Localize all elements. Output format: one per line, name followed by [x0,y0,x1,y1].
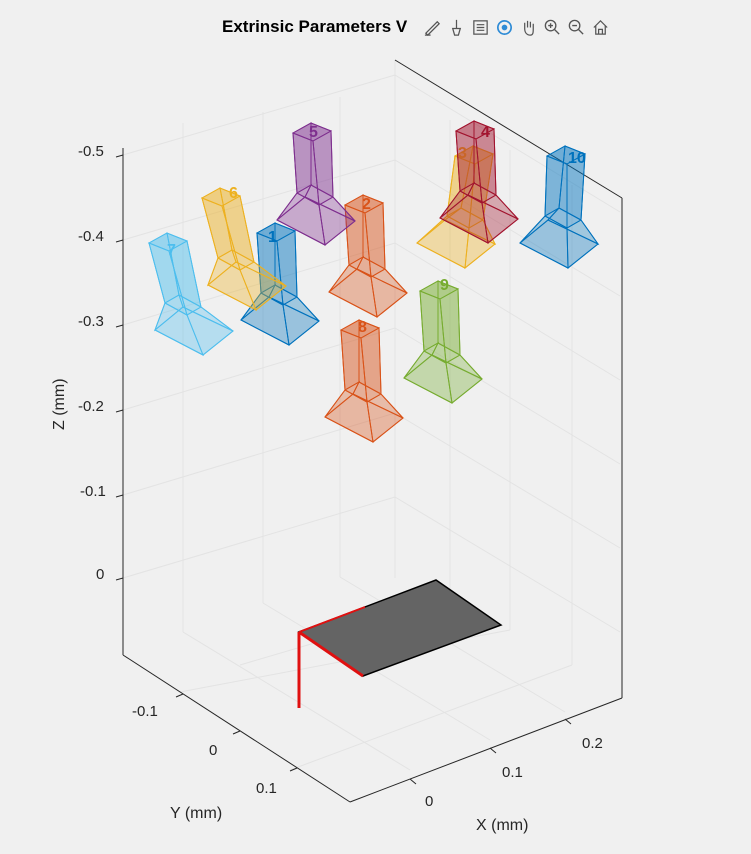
z-tick-label: 0 [96,566,104,583]
camera-group: 1 2 34 5 6 7 8 9 10 [147,120,600,443]
camera-body-top [418,280,460,300]
z-tick-label: -0.2 [78,398,104,415]
tick-marks [115,154,572,785]
camera-label: 6 [229,185,238,202]
camera-8: 8 [324,319,404,443]
camera-label: 5 [309,124,318,141]
y-axis-label: Y (mm) [170,805,222,822]
camera-label: 7 [167,242,176,259]
camera-label: 4 [481,124,490,141]
camera-body-top [545,145,587,165]
board-y-axis [298,606,366,633]
z-tick-label: -0.3 [78,313,104,330]
camera-2: 2 [328,194,408,318]
brush-icon[interactable] [446,16,467,38]
camera-body-top [343,194,385,214]
camera-4: 4 [439,120,519,244]
x-tick-label: 0.1 [502,764,523,781]
board-x-axis [298,630,364,678]
z-tick-label: -0.5 [78,143,104,160]
camera-9: 9 [403,277,483,404]
camera-body-top [200,187,242,207]
camera-label: 9 [440,277,449,294]
camera-body-top [291,122,333,142]
camera-label: 3 [458,145,467,162]
camera-body-top [454,120,496,140]
checkerboard-plane [297,579,503,677]
camera-5: 5 [276,122,356,246]
camera-3: 3 [416,145,497,270]
camera-body-top [339,319,381,339]
camera-10: 10 [519,145,600,270]
x-tick-label: 0.2 [582,735,603,752]
tick-labels: -0.5 -0.4 -0.3 -0.2 -0.1 0 -0.1 0 0.1 0 0.1 0.2 [78,143,603,810]
home-icon[interactable] [590,16,611,38]
checkerboard [297,579,503,708]
rotate-icon[interactable] [494,16,515,38]
camera-label: 1 [268,229,277,246]
camera-label: 10 [568,150,586,167]
zoom-out-icon[interactable] [566,16,587,38]
camera-label: 2 [362,196,371,213]
z-tick-label: -0.4 [78,228,104,245]
camera-label: 8 [358,319,367,336]
x-axis-label: X (mm) [476,817,528,834]
z-axis-label: Z (mm) [51,378,68,430]
camera-body-top [147,232,189,252]
camera-7: 7 [147,232,234,357]
y-tick-label: 0 [209,742,217,759]
pan-icon[interactable] [518,16,539,38]
camera-body-face [544,155,568,229]
edit-icon[interactable] [422,16,443,38]
zoom-in-icon[interactable] [542,16,563,38]
x-tick-label: 0 [425,793,433,810]
chart-title: Extrinsic Parameters V [222,17,408,36]
camera-1: 1 [240,222,320,346]
y-tick-label: 0.1 [256,780,277,797]
camera-6: 6 [200,185,287,312]
y-tick-label: -0.1 [132,703,158,720]
z-tick-label: -0.1 [80,483,106,500]
camera-pyramid-face [566,219,599,270]
legend-icon[interactable] [470,16,491,38]
camera-body-top [255,222,297,242]
axes-toolbar [422,14,611,40]
